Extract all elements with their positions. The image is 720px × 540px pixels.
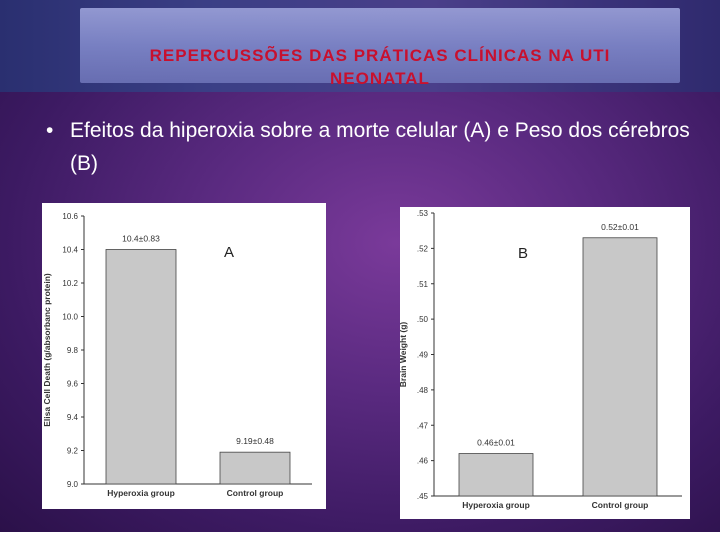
bar-hyperoxia: [105, 249, 177, 485]
slide-title-line2: NEONATAL: [330, 69, 430, 88]
data-label: 0.46±0.01: [477, 438, 515, 448]
bullet-marker: •: [46, 119, 54, 142]
y-tick-label: 10.0: [62, 313, 78, 322]
y-axis-label: Brain Weight (g): [400, 322, 408, 388]
y-tick-label: .47: [417, 421, 429, 430]
bar-control: [582, 237, 658, 497]
bullet-text: Efeitos da hiperoxia sobre a morte celul…: [70, 119, 690, 175]
chart-panel-a: 9.0 9.2 9.4 9.6 9.8 10.0 10.2 10.4 10.6 Elisa Cel…: [42, 203, 326, 509]
x-tick-label: Hyperoxia group: [107, 488, 175, 498]
y-tick-label: 10.4: [62, 246, 78, 255]
chart-b: .45 .46 .47 .48 .49 .50 .51 .52 .53 Brain Weight …: [398, 209, 682, 510]
y-tick-label: .45: [417, 492, 429, 501]
x-tick-label: Control group: [592, 500, 649, 510]
panel-label-b: B: [518, 245, 529, 262]
title-box: [80, 8, 680, 83]
slide-title: REPERCUSSÕES DAS PRÁTICAS CLÍNICAS NA UT…: [80, 44, 680, 90]
y-tick-label: 10.6: [62, 212, 78, 221]
y-tick-label: .51: [417, 280, 429, 289]
data-label: 0.52±0.01: [601, 222, 639, 232]
y-tick-label: .50: [417, 315, 429, 324]
y-tick-label: 9.0: [67, 480, 79, 489]
y-tick-label: .49: [417, 351, 429, 360]
y-tick-label: .46: [417, 457, 429, 466]
y-tick-label: 10.2: [62, 279, 78, 288]
y-tick-label: .53: [417, 209, 429, 218]
y-tick-label: 9.6: [67, 380, 79, 389]
data-label: 10.4±0.83: [122, 234, 160, 244]
bar-control: [219, 451, 291, 485]
y-tick-label: .48: [417, 386, 429, 395]
chart-a: 9.0 9.2 9.4 9.6 9.8 10.0 10.2 10.4 10.6 Elisa Cel…: [42, 212, 312, 498]
y-tick-label: 9.2: [67, 447, 79, 456]
x-tick-label: Control group: [227, 488, 284, 498]
bar-hyperoxia: [458, 453, 534, 497]
panel-label-a: A: [224, 244, 235, 261]
y-tick-label: .52: [417, 244, 429, 253]
slide-title-line1: REPERCUSSÕES DAS PRÁTICAS CLÍNICAS NA UT…: [149, 46, 611, 65]
data-label: 9.19±0.48: [236, 436, 274, 446]
y-tick-label: 9.8: [67, 346, 79, 355]
x-tick-label: Hyperoxia group: [462, 500, 530, 510]
y-axis-label: Elisa Cell Death (g/absorbanc protein): [42, 273, 52, 427]
y-tick-label: 9.4: [67, 413, 79, 422]
bottom-rule: [0, 532, 720, 540]
chart-panel-b: .45 .46 .47 .48 .49 .50 .51 .52 .53 Brain Weight …: [398, 207, 690, 519]
